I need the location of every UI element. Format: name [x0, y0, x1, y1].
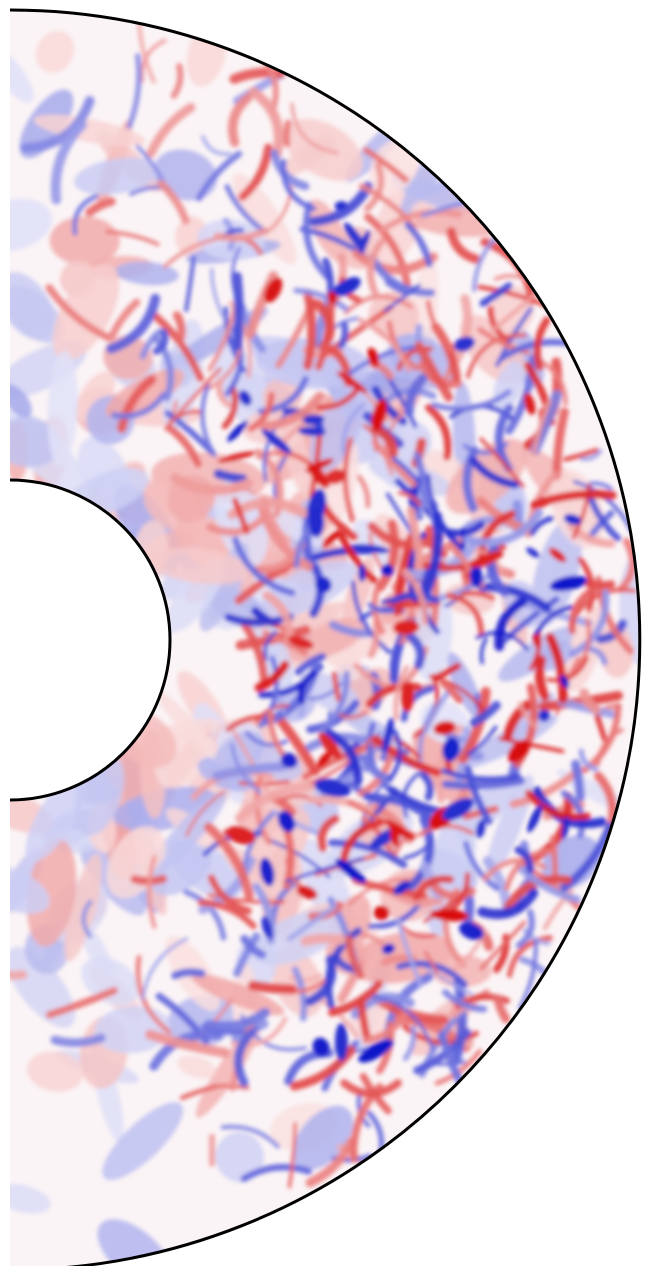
field-filament [253, 986, 292, 990]
field-filament [341, 325, 345, 346]
field-filament [576, 764, 581, 797]
field-filament [237, 277, 239, 346]
field-filament [305, 938, 341, 941]
field-filament [553, 838, 555, 877]
field-filament [540, 660, 545, 696]
field-filament [218, 474, 242, 479]
field-filament [55, 1038, 101, 1043]
field-filament [287, 123, 289, 144]
field-filament [177, 315, 182, 339]
field-filament [308, 294, 312, 366]
field-filament [175, 972, 201, 975]
